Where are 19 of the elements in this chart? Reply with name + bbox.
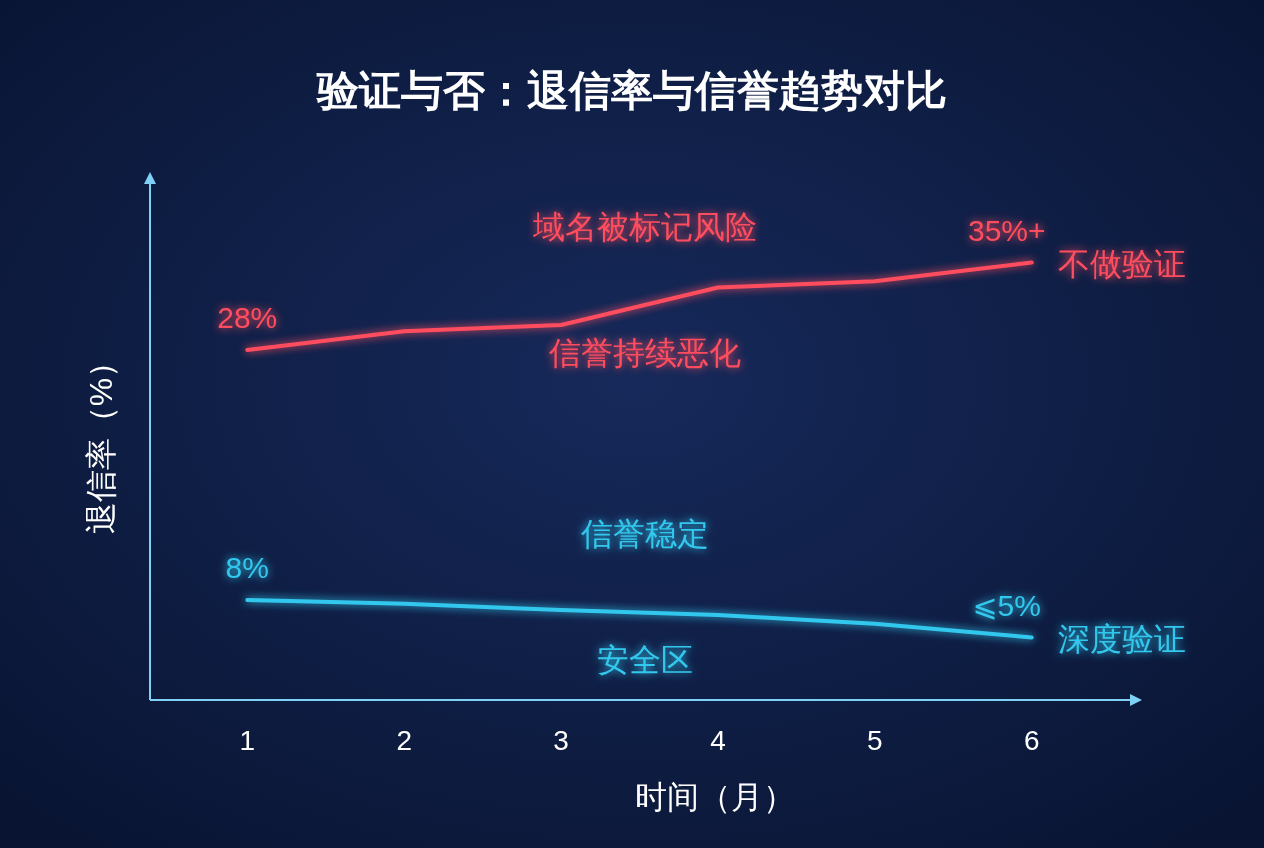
- x-axis-title: 时间（月）: [635, 779, 795, 815]
- x-tick-label: 2: [396, 725, 412, 756]
- chart-title: 验证与否：退信率与信誉趋势对比: [315, 67, 947, 114]
- data-label: ⩽5%: [972, 588, 1041, 622]
- annotation: 信誉持续恶化: [548, 335, 741, 372]
- series-label: 深度验证: [1057, 620, 1186, 657]
- x-tick-label: 5: [867, 725, 883, 756]
- x-tick-label: 1: [239, 725, 256, 756]
- series-label: 不做验证: [1057, 245, 1186, 282]
- annotation: 安全区: [596, 641, 693, 678]
- annotation: 域名被标记风险: [531, 209, 757, 246]
- y-axis-title: 退信率（%）: [83, 345, 119, 535]
- data-label: 35%+: [967, 213, 1046, 247]
- data-label: 28%: [217, 301, 278, 334]
- x-tick-label: 6: [1023, 725, 1040, 756]
- annotation: 信誉稳定: [580, 515, 709, 552]
- x-tick-label: 4: [710, 725, 726, 756]
- data-label: 8%: [225, 551, 269, 584]
- x-tick-label: 3: [553, 725, 569, 756]
